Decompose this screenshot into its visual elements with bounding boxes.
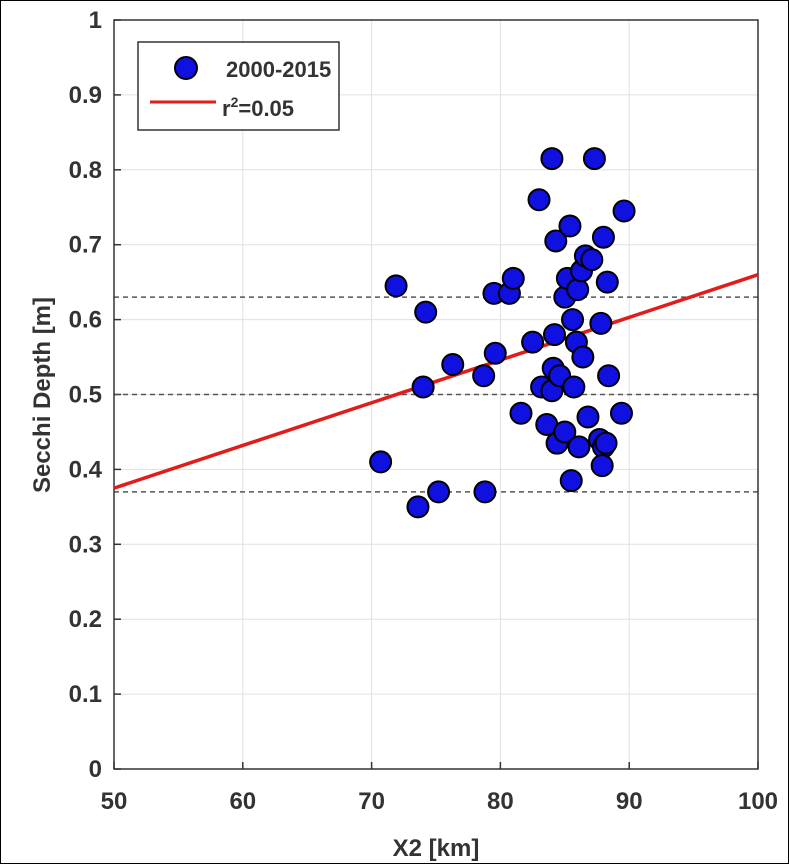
legend: 2000-2015 r2=0.05 <box>137 41 340 131</box>
data-point <box>590 454 614 478</box>
x-tick-label: 60 <box>229 788 256 815</box>
legend-fit-base: r <box>222 96 231 121</box>
data-point <box>427 480 451 504</box>
data-point <box>566 278 590 302</box>
data-point <box>406 495 430 519</box>
legend-fit-tail: =0.05 <box>238 96 294 121</box>
data-point <box>597 364 621 388</box>
y-tick-label: 0.7 <box>69 232 102 259</box>
data-point <box>414 300 438 324</box>
y-tick-label: 0.6 <box>69 307 102 334</box>
data-point <box>473 480 497 504</box>
y-tick-label: 0.8 <box>69 157 102 184</box>
y-axis-label: Secchi Depth [m] <box>29 297 56 493</box>
legend-marker <box>174 56 198 80</box>
y-tick-label: 0.9 <box>69 82 102 109</box>
data-point <box>559 469 583 493</box>
data-point <box>561 308 585 332</box>
data-point <box>411 375 435 399</box>
y-tick-label: 0.1 <box>69 681 102 708</box>
data-point <box>369 450 393 474</box>
y-tick-label: 0.2 <box>69 606 102 633</box>
y-tick-label: 0 <box>89 756 102 783</box>
legend-label-series: 2000-2015 <box>226 57 331 82</box>
x-tick-label: 50 <box>101 788 128 815</box>
data-point <box>591 225 615 249</box>
plot-area-border <box>113 19 759 770</box>
x-tick-labels: 50 60 70 80 90 100 <box>101 788 778 815</box>
data-point <box>501 266 525 290</box>
x-tick-label: 80 <box>487 788 514 815</box>
x-axis-label: X2 [km] <box>393 835 480 862</box>
grid <box>113 19 759 770</box>
data-point <box>580 248 604 272</box>
data-point <box>509 401 533 425</box>
legend-box <box>137 41 340 131</box>
y-tick-label: 1 <box>89 7 102 34</box>
legend-label-fit: r2=0.05 <box>222 94 294 121</box>
data-point <box>567 435 591 459</box>
data-point <box>582 147 606 171</box>
regression-line <box>113 272 759 490</box>
data-point <box>562 375 586 399</box>
data-point <box>472 364 496 388</box>
data-point <box>558 214 582 238</box>
data-point <box>521 330 545 354</box>
data-point <box>384 274 408 298</box>
data-point <box>594 431 618 455</box>
data-point <box>544 229 568 253</box>
y-tick-labels: 0 0.1 0.2 0.3 0.4 0.5 0.6 0.7 0.8 0.9 1 <box>69 7 103 783</box>
y-tick-label: 0.5 <box>69 382 102 409</box>
data-point <box>527 188 551 212</box>
data-points <box>369 147 636 519</box>
data-point <box>483 341 507 365</box>
data-point <box>595 270 619 294</box>
x-tick-label: 100 <box>738 788 778 815</box>
x-tick-label: 70 <box>358 788 385 815</box>
y-tick-label: 0.3 <box>69 531 102 558</box>
data-point <box>589 311 613 335</box>
data-point <box>553 420 577 444</box>
fit-line-layer <box>113 272 759 490</box>
y-tick-label: 0.4 <box>69 456 103 483</box>
data-point <box>571 345 595 369</box>
data-point <box>576 405 600 429</box>
x-tick-label: 90 <box>616 788 643 815</box>
data-point <box>612 199 636 223</box>
data-point <box>542 323 566 347</box>
data-point <box>609 401 633 425</box>
legend-fit-sup: 2 <box>231 94 239 110</box>
data-point <box>540 147 564 171</box>
data-point <box>441 353 465 377</box>
